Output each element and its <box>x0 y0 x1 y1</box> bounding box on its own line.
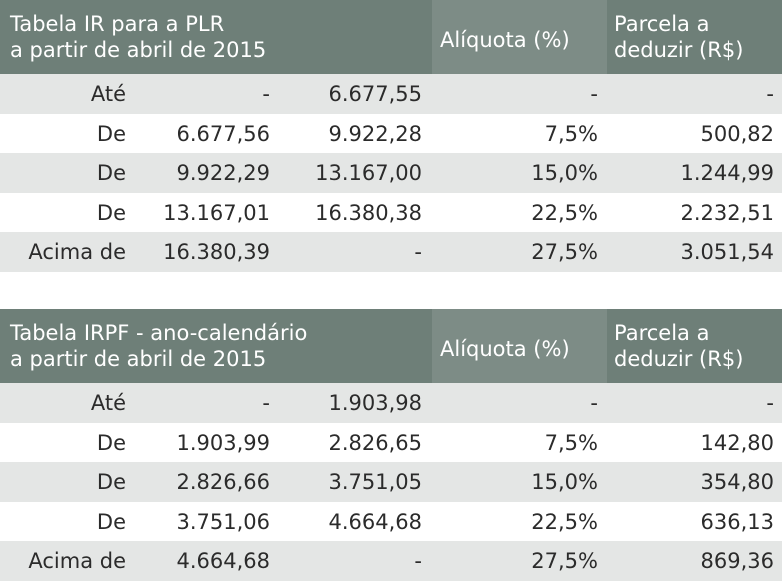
table-row: Acima de 16.380,39 - 27,5% 3.051,54 <box>0 232 782 272</box>
row-to: 2.826,65 <box>328 430 422 455</box>
header-cell-parcela-bg <box>607 309 782 383</box>
row-parcela: 636,13 <box>700 509 774 534</box>
row-aliquota: 22,5% <box>531 509 598 534</box>
row-label: De <box>96 470 126 494</box>
table-irpf: Tabela IRPF - ano-calendário a partir de… <box>0 309 782 581</box>
row-aliquota: 27,5% <box>531 240 598 264</box>
row-to: - <box>414 549 422 573</box>
header-cell-aliquota-bg <box>432 0 607 74</box>
column-header-aliquota: Alíquota (%) <box>440 28 570 52</box>
row-parcela: 142,80 <box>700 430 774 455</box>
column-header-parcela: Parcela a deduzir (R$) <box>614 11 743 63</box>
column-header-parcela-line1: Parcela a <box>614 321 710 345</box>
header-cell-parcela-bg <box>607 0 782 74</box>
table-ir-plr: Tabela IR para a PLR a partir de abril d… <box>0 0 782 272</box>
row-label: De <box>96 509 126 534</box>
row-parcela: 869,36 <box>700 549 774 573</box>
row-to: 4.664,68 <box>328 509 422 534</box>
table-row: De 1.903,99 2.826,65 7,5% 142,80 <box>0 423 782 463</box>
table-row: Até - 6.677,55 - - <box>0 74 782 114</box>
table-row: De 6.677,56 9.922,28 7,5% 500,82 <box>0 114 782 154</box>
table-row: De 3.751,06 4.664,68 22,5% 636,13 <box>0 502 782 542</box>
row-label: De <box>96 200 126 225</box>
row-label: De <box>96 121 126 146</box>
header-cell-aliquota-bg <box>432 309 607 383</box>
table-row: De 9.922,29 13.167,00 15,0% 1.244,99 <box>0 153 782 193</box>
row-label: De <box>96 430 126 455</box>
row-from: 3.751,06 <box>176 509 270 534</box>
column-header-parcela: Parcela a deduzir (R$) <box>614 320 743 372</box>
row-to: 3.751,05 <box>328 470 422 494</box>
row-aliquota: - <box>590 391 598 415</box>
table-header: Tabela IRPF - ano-calendário a partir de… <box>0 309 782 383</box>
row-aliquota: - <box>590 82 598 106</box>
row-parcela: 500,82 <box>700 121 774 146</box>
row-parcela: - <box>766 391 774 415</box>
row-to: 13.167,00 <box>315 161 422 185</box>
row-from: 13.167,01 <box>163 200 270 225</box>
row-label: Até <box>90 391 126 415</box>
table-title-line2: a partir de abril de 2015 <box>10 347 267 371</box>
table-title-line1: Tabela IRPF - ano-calendário <box>10 321 308 345</box>
row-label: Acima de <box>28 549 126 573</box>
table-title-line1: Tabela IR para a PLR <box>10 12 225 36</box>
column-header-parcela-line1: Parcela a <box>614 12 710 36</box>
row-from: - <box>262 391 270 415</box>
row-label: Acima de <box>28 240 126 264</box>
row-aliquota: 7,5% <box>544 121 598 146</box>
table-title-line2: a partir de abril de 2015 <box>10 38 267 62</box>
row-label: De <box>96 161 126 185</box>
column-header-parcela-line2: deduzir (R$) <box>614 347 744 371</box>
row-from: 16.380,39 <box>163 240 270 264</box>
row-aliquota: 7,5% <box>544 430 598 455</box>
row-aliquota: 22,5% <box>531 200 598 225</box>
row-from: 4.664,68 <box>176 549 270 573</box>
table-row: De 13.167,01 16.380,38 22,5% 2.232,51 <box>0 193 782 233</box>
row-label: Até <box>90 82 126 106</box>
row-to: 6.677,55 <box>328 82 422 106</box>
row-to: 1.903,98 <box>328 391 422 415</box>
row-aliquota: 15,0% <box>531 470 598 494</box>
row-aliquota: 27,5% <box>531 549 598 573</box>
table-row: De 2.826,66 3.751,05 15,0% 354,80 <box>0 462 782 502</box>
column-header-aliquota: Alíquota (%) <box>440 337 570 361</box>
row-parcela: 1.244,99 <box>680 161 774 185</box>
row-parcela: 3.051,54 <box>680 240 774 264</box>
table-title: Tabela IRPF - ano-calendário a partir de… <box>10 320 307 372</box>
table-title: Tabela IR para a PLR a partir de abril d… <box>10 11 266 63</box>
row-from: 6.677,56 <box>176 121 270 146</box>
row-from: 2.826,66 <box>176 470 270 494</box>
row-parcela: - <box>766 82 774 106</box>
column-header-parcela-line2: deduzir (R$) <box>614 38 744 62</box>
row-to: - <box>414 240 422 264</box>
table-row: Acima de 4.664,68 - 27,5% 869,36 <box>0 541 782 581</box>
row-to: 16.380,38 <box>315 200 422 225</box>
table-row: Até - 1.903,98 - - <box>0 383 782 423</box>
row-from: 9.922,29 <box>176 161 270 185</box>
row-from: - <box>262 82 270 106</box>
row-from: 1.903,99 <box>176 430 270 455</box>
table-header: Tabela IR para a PLR a partir de abril d… <box>0 0 782 74</box>
row-aliquota: 15,0% <box>531 161 598 185</box>
row-to: 9.922,28 <box>328 121 422 146</box>
row-parcela: 2.232,51 <box>680 200 774 225</box>
row-parcela: 354,80 <box>700 470 774 494</box>
